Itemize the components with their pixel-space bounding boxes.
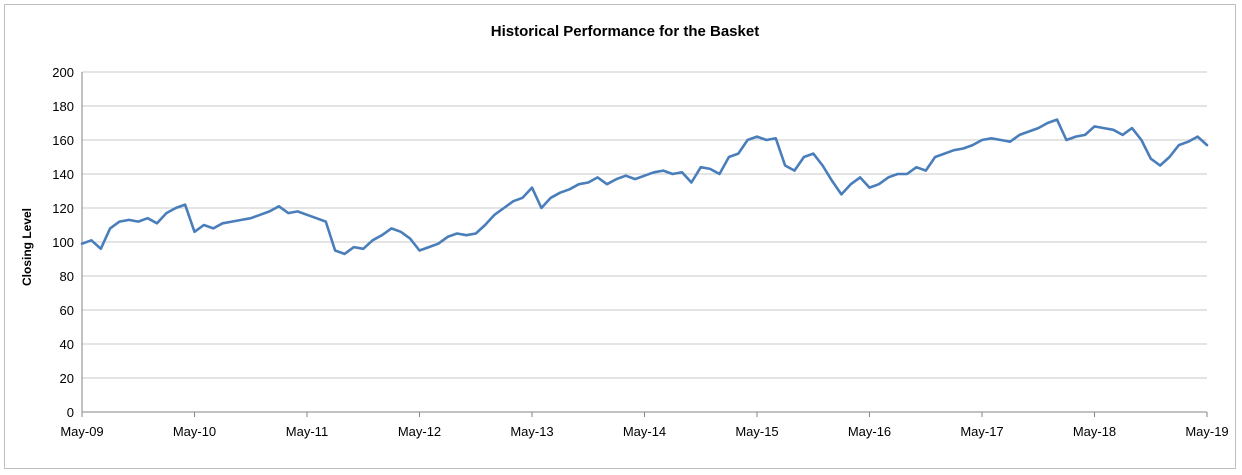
chart-title: Historical Performance for the Basket <box>491 23 759 40</box>
x-tick-label: May-16 <box>848 424 891 439</box>
x-tick-label: May-18 <box>1073 424 1116 439</box>
series-line <box>80 118 1209 256</box>
x-tick-label: May-10 <box>173 424 216 439</box>
line-chart: Historical Performance for the Basket Cl… <box>20 23 1229 439</box>
gridlines <box>81 71 1207 413</box>
y-tick-label: 180 <box>52 99 74 114</box>
x-tick-label: May-11 <box>286 424 328 439</box>
y-tick-label: 200 <box>52 65 74 80</box>
y-tick-label: 0 <box>67 405 74 420</box>
y-tick-label: 160 <box>52 133 74 148</box>
series-layer <box>80 118 1209 256</box>
x-tick-label: May-13 <box>510 424 553 439</box>
x-tick-label: May-12 <box>398 424 441 439</box>
x-axis-ticks: May-09 May-10 May-11 May-12 May-13 May-14 May-… <box>60 412 1229 439</box>
y-tick-label: 40 <box>60 337 74 352</box>
y-tick-label: 60 <box>60 303 74 318</box>
y-tick-label: 100 <box>52 235 74 250</box>
y-tick-label: 20 <box>60 371 74 386</box>
x-tick-label: May-14 <box>623 424 666 439</box>
y-tick-label: 80 <box>60 269 74 284</box>
x-tick-label: May-09 <box>60 424 103 439</box>
x-tick-label: May-15 <box>735 424 778 439</box>
y-tick-label: 120 <box>52 201 74 216</box>
chart-frame: Historical Performance for the Basket Cl… <box>4 4 1236 469</box>
y-axis-label: Closing Level <box>20 208 34 286</box>
y-axis-ticks: 0 20 40 60 80 100 120 140 160 180 200 <box>52 65 74 420</box>
x-tick-label: May-19 <box>1185 424 1228 439</box>
x-tick-label: May-17 <box>960 424 1003 439</box>
y-tick-label: 140 <box>52 167 74 182</box>
